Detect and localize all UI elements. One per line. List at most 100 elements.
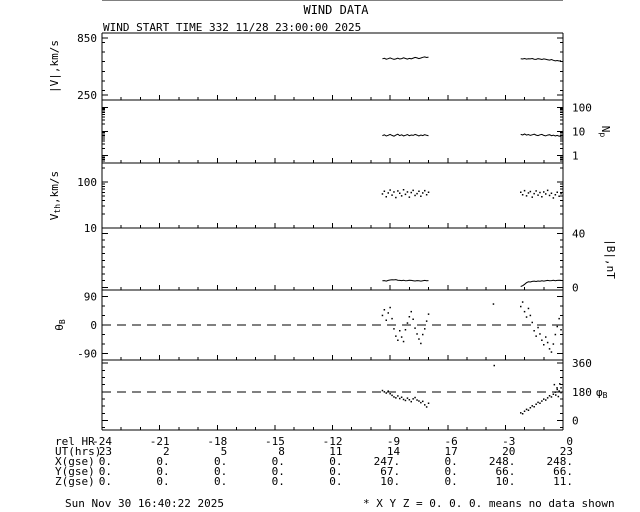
data-point-theta-b xyxy=(543,344,545,346)
data-point-theta-b xyxy=(525,316,528,318)
data-point-phi-b xyxy=(555,394,557,396)
ephemeris-cell: 0. xyxy=(214,465,227,478)
ephemeris-cell: 17 xyxy=(445,445,458,458)
y-tick-label: 100 xyxy=(77,176,97,189)
y-axis-label-proton-density: Np xyxy=(598,126,612,138)
ephemeris-cell: 11 xyxy=(329,445,342,458)
y-tick-label: 0 xyxy=(90,319,97,332)
y-tick-label: 100 xyxy=(572,101,592,114)
data-point-thermal-speed xyxy=(420,195,422,197)
data-point-thermal-speed xyxy=(558,195,560,197)
ephemeris-row-label: Z(gse) xyxy=(55,475,95,488)
ephemeris-cell: 0 xyxy=(566,435,573,448)
y-axis-label-theta-b: θB xyxy=(53,319,67,331)
ephemeris-cell: 8 xyxy=(278,445,285,458)
y-tick-label: 90 xyxy=(84,290,97,303)
data-point-phi-b xyxy=(553,383,556,386)
data-point-phi-b xyxy=(387,390,389,392)
y-tick-label: -90 xyxy=(77,348,97,361)
y-axis-label-text: V xyxy=(48,213,61,220)
data-point-theta-b xyxy=(393,328,395,330)
data-point-phi-b xyxy=(427,402,430,404)
data-point-theta-b xyxy=(533,330,535,332)
y-tick-label: 850 xyxy=(77,32,97,45)
ephemeris-cell: 0. xyxy=(156,475,169,488)
data-point-thermal-speed xyxy=(546,189,549,192)
ephemeris-cell: 248. xyxy=(489,455,516,468)
y-axis-label-subscript: p xyxy=(598,132,607,137)
data-point-theta-b xyxy=(385,319,387,321)
data-point-thermal-speed xyxy=(427,191,430,193)
ephemeris-cell: 2 xyxy=(163,445,170,458)
data-point-phi-b xyxy=(535,403,537,405)
data-point-phi-b xyxy=(400,396,403,398)
data-point-phi-b xyxy=(531,405,533,407)
data-point-thermal-speed xyxy=(520,191,522,193)
data-point-thermal-speed xyxy=(424,189,426,192)
data-point-theta-b xyxy=(391,317,393,320)
data-point-thermal-speed xyxy=(533,192,535,195)
ephemeris-cell: 0. xyxy=(156,455,169,468)
data-point-phi-b xyxy=(391,394,393,397)
data-point-thermal-speed xyxy=(399,192,401,194)
y-axis-label-subscript: B xyxy=(603,391,608,400)
data-point-phi-b xyxy=(385,392,387,394)
data-point-phi-b xyxy=(520,412,522,414)
data-point-thermal-speed xyxy=(410,191,412,194)
plot-start-time-subtitle: WIND START TIME 332 11/28 23:00:00 2025 xyxy=(103,21,361,34)
data-point-theta-b xyxy=(422,333,424,336)
ephemeris-cell: 10. xyxy=(380,475,400,488)
data-point-phi-b xyxy=(406,397,409,399)
data-point-phi-b xyxy=(414,396,416,399)
data-point-phi-b xyxy=(493,364,495,367)
data-point-thermal-speed xyxy=(412,189,414,192)
ephemeris-cell: -24 xyxy=(92,435,112,448)
data-point-thermal-speed xyxy=(395,196,397,199)
data-point-theta-b xyxy=(400,336,403,338)
ephemeris-cell: 0. xyxy=(329,465,342,478)
ephemeris-cell: 0. xyxy=(329,455,342,468)
data-point-phi-b xyxy=(539,402,541,404)
y-tick-label: 10 xyxy=(84,222,97,235)
data-point-thermal-speed xyxy=(397,190,399,192)
ephemeris-cell: -9 xyxy=(387,435,400,448)
ephemeris-cell: 0. xyxy=(445,455,458,468)
data-point-thermal-speed xyxy=(416,192,418,195)
data-point-phi-b xyxy=(393,396,395,398)
data-trace-flow-speed xyxy=(382,56,429,60)
ephemeris-row-label: Y(gse) xyxy=(55,465,95,478)
data-point-phi-b xyxy=(525,408,528,411)
y-axis-label-subscript: th xyxy=(53,204,62,214)
data-trace-field-magnitude xyxy=(520,279,562,287)
data-point-theta-b xyxy=(554,333,557,336)
y-axis-label-text: ,km/s xyxy=(48,171,61,204)
data-point-theta-b xyxy=(395,335,397,337)
data-point-thermal-speed xyxy=(393,191,395,193)
data-point-thermal-speed xyxy=(406,191,409,193)
data-point-thermal-speed xyxy=(400,195,403,197)
y-tick-label: 1 xyxy=(572,150,579,163)
y-axis-label-text: |V|,km/s xyxy=(48,40,61,93)
data-point-theta-b xyxy=(414,327,416,329)
ephemeris-cell: 248. xyxy=(547,455,574,468)
data-point-phi-b xyxy=(425,406,428,408)
data-point-phi-b xyxy=(533,406,535,408)
data-point-theta-b xyxy=(521,301,524,303)
y-axis-label-thermal-speed: Vth,km/s xyxy=(48,171,62,220)
data-point-thermal-speed xyxy=(529,190,532,193)
data-point-thermal-speed xyxy=(554,194,557,196)
data-point-phi-b xyxy=(422,400,424,403)
data-point-phi-b xyxy=(381,389,384,392)
ephemeris-cell: 14 xyxy=(387,445,401,458)
ephemeris-cell: 10. xyxy=(496,475,516,488)
data-point-phi-b xyxy=(412,398,414,400)
data-point-phi-b xyxy=(399,397,401,400)
data-point-phi-b xyxy=(395,397,397,399)
ephemeris-cell: -18 xyxy=(207,435,227,448)
data-point-phi-b xyxy=(402,398,405,401)
y-tick-label: 0 xyxy=(572,414,579,427)
data-point-theta-b xyxy=(556,325,558,328)
data-point-thermal-speed xyxy=(560,192,562,195)
